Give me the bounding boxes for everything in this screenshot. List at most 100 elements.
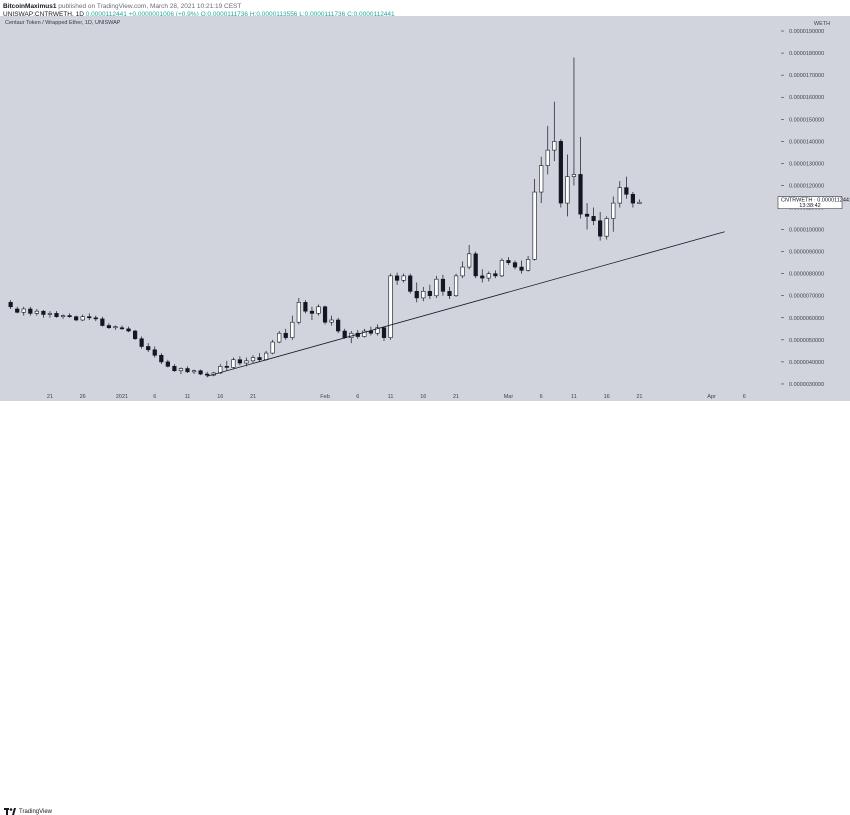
- candle-body: [152, 349, 157, 356]
- x-tick-label: 6: [356, 394, 359, 400]
- candle-body: [139, 338, 144, 347]
- candle-body: [519, 266, 524, 271]
- candle-body: [250, 357, 256, 362]
- candle: [336, 317, 341, 334]
- candle-body: [47, 313, 53, 315]
- candle-body: [198, 370, 203, 375]
- candle: [591, 207, 596, 226]
- candle-body: [322, 306, 328, 323]
- candle-body: [480, 275, 485, 279]
- candle-body: [329, 319, 334, 323]
- candle: [512, 260, 518, 270]
- candle: [499, 258, 505, 277]
- candle: [290, 315, 295, 340]
- x-tick-label: 11: [571, 394, 577, 400]
- candle: [231, 357, 236, 369]
- candle-body: [598, 220, 603, 237]
- candle-body: [434, 278, 439, 297]
- candle-body: [309, 310, 315, 314]
- candle-body: [74, 316, 79, 321]
- candle-body: [447, 291, 452, 297]
- candle-body: [440, 278, 446, 292]
- candle-body: [578, 174, 583, 215]
- x-axis-ticks: 21 26 2021 6 11 16 21 Feb 6 11 16 21 Mar 6 11 16 21 Apr 6: [47, 394, 746, 400]
- x-tick-label: 26: [80, 394, 86, 400]
- candle-body: [611, 202, 616, 219]
- candle-body: [539, 165, 544, 193]
- candle: [486, 271, 491, 282]
- candle-body: [303, 302, 308, 312]
- candle: [191, 369, 197, 375]
- y-tick-label: 0.0000150000: [789, 117, 824, 123]
- y-tick-label: 0.0000070000: [789, 294, 824, 300]
- candle: [178, 367, 184, 375]
- candle: [329, 315, 334, 326]
- candle-body: [231, 359, 236, 368]
- author-name[interactable]: BitcoinMaximus1: [3, 3, 57, 10]
- x-tick-label: Apr: [707, 394, 716, 400]
- candle-body: [460, 266, 465, 277]
- tradingview-logo[interactable]: TradingView: [4, 808, 52, 815]
- candle-body: [15, 308, 20, 313]
- candle-body: [401, 275, 406, 281]
- candle-body: [185, 368, 190, 373]
- candle-body: [106, 325, 111, 329]
- x-tick-label: 6: [743, 394, 746, 400]
- candle-body: [427, 291, 432, 297]
- candle: [303, 300, 308, 314]
- y-tick-label: 0.0000040000: [789, 360, 824, 366]
- candle-body: [283, 332, 288, 338]
- candle: [93, 315, 98, 322]
- candle-body: [545, 149, 550, 166]
- candle: [414, 282, 419, 303]
- x-tick-label: 11: [185, 394, 191, 400]
- candles-group: [8, 57, 642, 378]
- x-tick-label: 16: [420, 394, 426, 400]
- candle: [381, 326, 387, 341]
- candle: [113, 325, 118, 330]
- candle: [578, 136, 583, 219]
- x-tick-label: 6: [153, 394, 156, 400]
- candle: [525, 256, 531, 272]
- candle: [519, 260, 524, 274]
- candle-body: [617, 187, 622, 204]
- candle-body: [270, 341, 275, 354]
- candle-body: [506, 260, 511, 263]
- candle-body: [119, 327, 125, 330]
- ticker-line: UNISWAP:CNTRWETH, 1D: [3, 11, 84, 18]
- candle-body: [630, 193, 635, 204]
- candle-body: [100, 318, 105, 326]
- candle-body: [126, 328, 131, 332]
- tradingview-logo-icon: [4, 808, 16, 815]
- y-tick-label: 0.0000090000: [789, 250, 824, 256]
- candle: [447, 286, 452, 300]
- y-tick-label: 0.0000050000: [789, 338, 824, 344]
- candle: [408, 273, 413, 294]
- candle: [584, 203, 590, 230]
- candle: [506, 257, 511, 265]
- candle: [126, 326, 131, 333]
- y-tick-label: 0.0000030000: [789, 382, 824, 388]
- candle-body: [584, 213, 590, 217]
- candle: [421, 286, 426, 302]
- candle-body: [414, 291, 419, 299]
- candle-body: [591, 216, 596, 222]
- candle: [21, 306, 26, 316]
- candle: [558, 139, 563, 208]
- candle-body: [486, 273, 491, 279]
- candle: [277, 331, 282, 344]
- x-tick-label: 16: [604, 394, 610, 400]
- candle: [74, 315, 79, 322]
- change-value: +0.0000001006 (+0.9%): [128, 11, 199, 18]
- candle: [47, 311, 53, 318]
- x-tick-label: 21: [453, 394, 459, 400]
- candle: [41, 310, 46, 318]
- candle: [480, 269, 485, 283]
- candle-body: [277, 332, 282, 343]
- candle-body: [54, 313, 59, 317]
- candle-body: [565, 176, 570, 204]
- candle: [60, 314, 66, 319]
- candle-body: [624, 187, 629, 195]
- y-tick-label: 0.0000190000: [789, 29, 824, 35]
- publish-info: BitcoinMaximus1 published on TradingView…: [3, 3, 395, 19]
